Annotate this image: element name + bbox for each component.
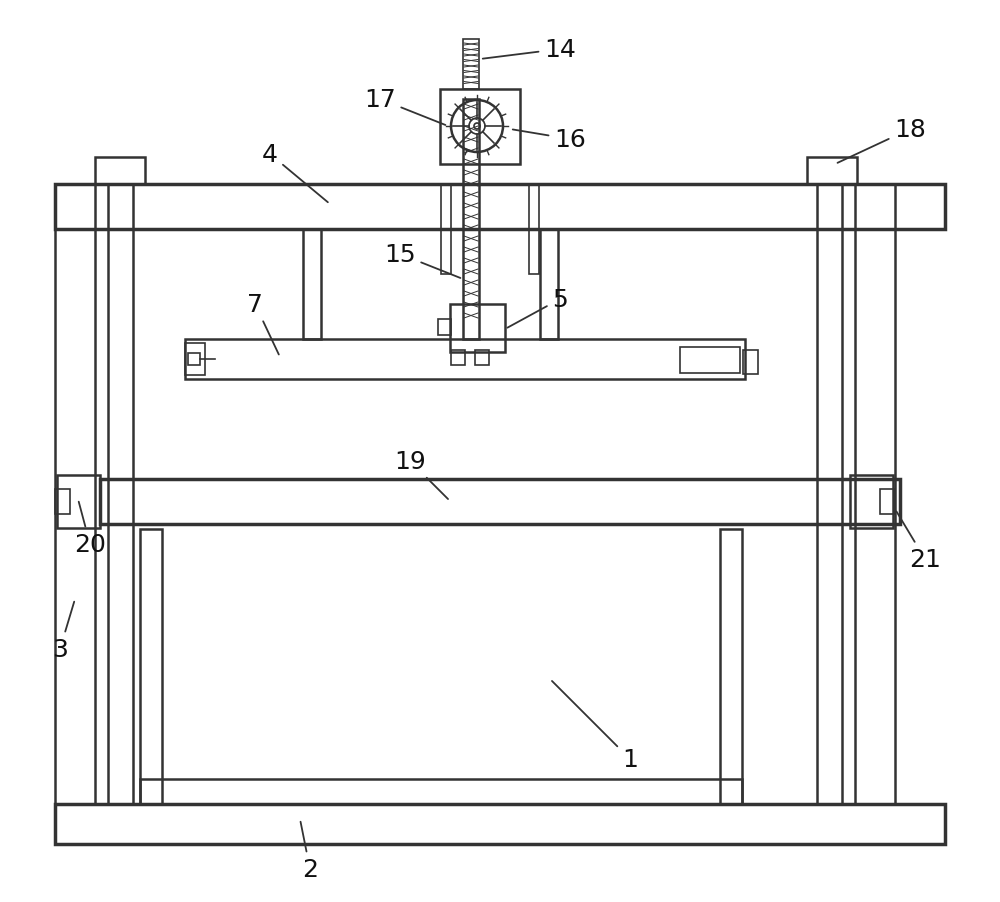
Bar: [185, 340, 745, 380]
Bar: [743, 351, 758, 374]
Bar: [57, 475, 100, 529]
Bar: [540, 230, 558, 340]
Text: 14: 14: [483, 38, 576, 62]
Text: 16: 16: [513, 128, 586, 152]
Bar: [807, 158, 857, 185]
Text: 5: 5: [507, 288, 568, 328]
Text: 19: 19: [394, 449, 448, 500]
Bar: [450, 305, 505, 353]
Text: 20: 20: [74, 502, 106, 557]
Text: 4: 4: [262, 143, 328, 203]
Bar: [817, 185, 842, 804]
Bar: [100, 480, 900, 524]
Bar: [441, 185, 451, 275]
Bar: [185, 344, 205, 375]
Bar: [438, 319, 451, 336]
Bar: [451, 351, 465, 365]
Bar: [680, 347, 740, 373]
Text: 15: 15: [384, 243, 460, 279]
Text: 7: 7: [247, 292, 279, 355]
Bar: [475, 351, 489, 365]
Text: 18: 18: [838, 118, 926, 163]
Bar: [850, 475, 893, 529]
Bar: [440, 90, 520, 165]
Bar: [188, 354, 200, 365]
Bar: [55, 804, 945, 844]
Bar: [140, 529, 162, 804]
Text: 21: 21: [896, 511, 941, 571]
Bar: [720, 529, 742, 804]
Bar: [303, 230, 321, 340]
Bar: [95, 158, 145, 185]
Bar: [140, 779, 742, 804]
Bar: [108, 185, 133, 804]
Bar: [463, 100, 479, 340]
Text: 17: 17: [364, 87, 445, 126]
Bar: [55, 490, 70, 514]
Bar: [55, 185, 945, 230]
Text: 3: 3: [52, 602, 74, 661]
Text: 2: 2: [301, 822, 318, 881]
Bar: [880, 490, 895, 514]
Text: 1: 1: [552, 681, 638, 771]
Bar: [463, 40, 479, 90]
Bar: [55, 185, 95, 804]
Bar: [529, 185, 539, 275]
Bar: [855, 185, 895, 804]
